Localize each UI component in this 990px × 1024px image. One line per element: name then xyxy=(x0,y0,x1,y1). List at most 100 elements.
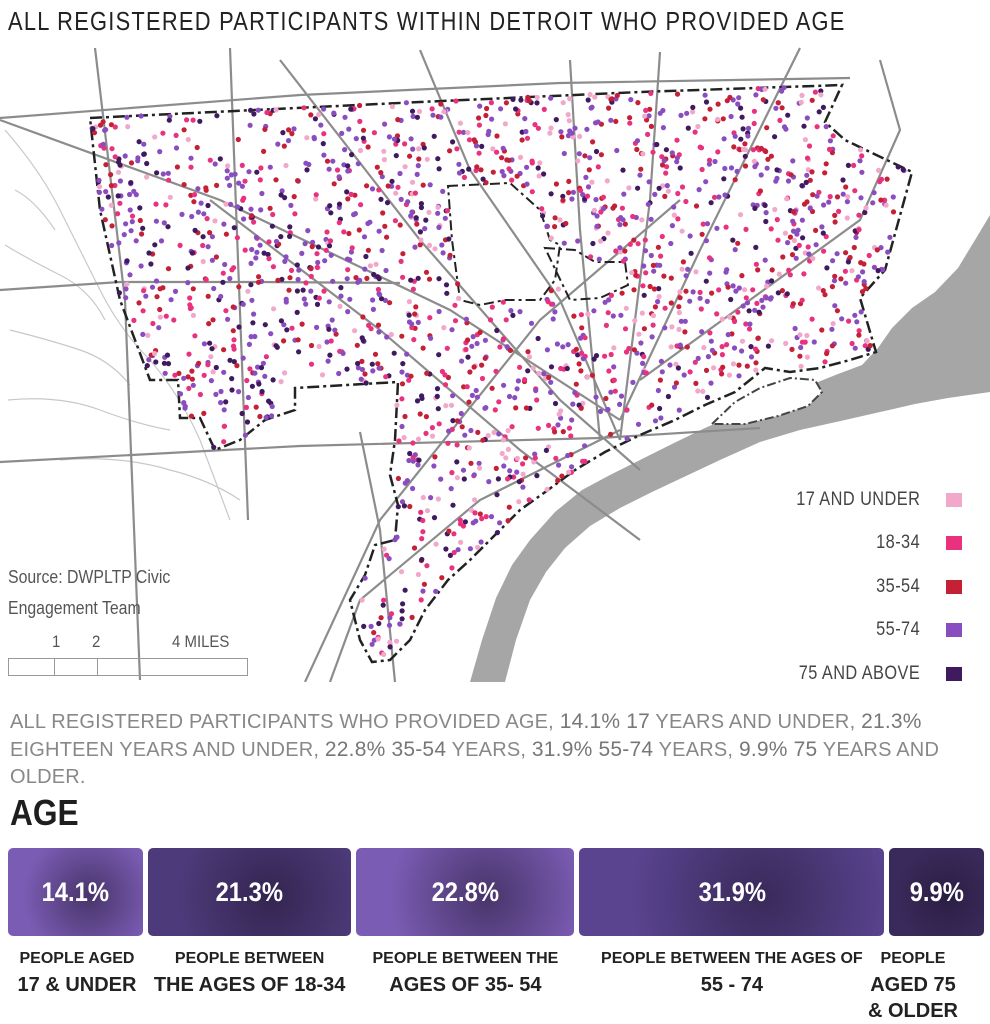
participant-dot xyxy=(446,428,452,434)
participant-dot xyxy=(457,521,464,527)
participant-dot xyxy=(138,113,144,119)
participant-dot xyxy=(763,218,769,225)
participant-dot xyxy=(447,552,453,559)
participant-dot xyxy=(602,299,608,305)
participant-dot xyxy=(146,250,152,256)
participant-dot xyxy=(792,325,798,332)
participant-dot xyxy=(378,296,385,302)
participant-dot xyxy=(598,152,605,158)
participant-dot xyxy=(376,187,382,193)
participant-dot xyxy=(688,250,694,256)
participant-dot xyxy=(287,275,293,281)
participant-dot xyxy=(230,304,236,310)
participant-dot xyxy=(375,361,381,367)
participant-dot xyxy=(617,222,623,228)
participant-dot xyxy=(829,343,836,349)
participant-dot xyxy=(703,367,710,373)
caption-line: AGES OF 35- 54 xyxy=(389,974,542,996)
highland-park-boundary xyxy=(543,246,630,302)
participant-dot xyxy=(145,332,151,338)
participant-dot xyxy=(190,286,196,292)
participant-dot xyxy=(365,220,371,227)
participant-dot xyxy=(416,108,423,114)
participant-dot xyxy=(362,575,368,581)
participant-dot xyxy=(90,126,96,132)
participant-dot xyxy=(252,333,258,340)
participant-dot xyxy=(247,366,253,372)
participant-dot xyxy=(422,226,428,232)
participant-dot xyxy=(818,88,824,94)
participant-dot xyxy=(860,269,866,275)
participant-dot xyxy=(697,295,703,301)
participant-dot xyxy=(722,192,728,198)
participant-dot xyxy=(750,287,756,293)
participant-dot xyxy=(631,287,637,293)
participant-dot xyxy=(460,129,467,135)
participant-dot xyxy=(198,200,204,206)
participant-dot xyxy=(725,284,731,290)
participant-dot xyxy=(603,322,610,328)
participant-dot xyxy=(236,389,242,395)
scale-tick xyxy=(97,659,98,675)
participant-dot xyxy=(109,146,115,152)
participant-dot xyxy=(648,252,654,259)
participant-dot xyxy=(129,213,136,219)
participant-dot xyxy=(328,210,334,216)
participant-dot xyxy=(465,337,471,343)
participant-dot xyxy=(734,168,740,174)
participant-dot xyxy=(446,236,452,242)
participant-dot xyxy=(651,286,658,292)
participant-dot xyxy=(668,240,674,247)
participant-dot xyxy=(782,230,789,236)
scale-label-4-miles: 4 MILES xyxy=(172,632,230,651)
participant-dot xyxy=(266,256,272,262)
participant-dot xyxy=(790,158,796,164)
participant-dot xyxy=(409,108,416,114)
participant-dot xyxy=(220,279,226,285)
participant-dot xyxy=(648,123,655,129)
participant-dot xyxy=(249,246,255,253)
participant-dot xyxy=(354,342,360,348)
participant-dot xyxy=(461,174,467,180)
participant-dot xyxy=(555,477,561,484)
legend-item: 55-74 xyxy=(776,609,962,653)
participant-dot xyxy=(704,394,711,400)
participant-dot xyxy=(420,529,426,535)
participant-dot xyxy=(103,162,109,168)
participant-dot xyxy=(446,528,452,534)
participant-dot xyxy=(228,172,234,178)
legend-swatch xyxy=(946,579,962,594)
participant-dot xyxy=(185,374,191,380)
participant-dot xyxy=(569,417,575,423)
participant-dot xyxy=(283,299,289,305)
participant-dot xyxy=(738,105,744,111)
participant-dot xyxy=(491,429,497,436)
source-line-1: Source: DWPLTP Civic xyxy=(8,567,171,587)
participant-dot xyxy=(617,245,623,251)
participant-dot xyxy=(288,267,295,273)
participant-dot xyxy=(415,275,421,281)
participant-dot xyxy=(627,241,633,247)
participant-dot xyxy=(383,267,389,274)
participant-dot xyxy=(660,125,667,131)
participant-dot xyxy=(809,97,815,103)
participant-dot xyxy=(566,118,572,124)
participant-dot xyxy=(221,439,227,445)
participant-dot xyxy=(420,494,426,501)
participant-dot xyxy=(673,361,679,367)
participant-dot xyxy=(739,273,745,279)
participant-dot xyxy=(225,163,231,169)
participant-dot xyxy=(515,378,522,384)
participant-dot xyxy=(157,306,163,313)
participant-dot xyxy=(319,372,326,378)
participant-dot xyxy=(222,261,228,268)
participant-dot xyxy=(692,359,698,365)
participant-dot xyxy=(452,302,458,308)
participant-dot xyxy=(281,322,287,328)
participant-dot xyxy=(375,286,381,293)
legend-label: 17 AND UNDER xyxy=(795,488,920,510)
participant-dot xyxy=(314,301,321,307)
legend-label: 75 AND ABOVE xyxy=(798,662,920,684)
participant-dot xyxy=(722,165,728,172)
participant-dot xyxy=(880,267,886,273)
